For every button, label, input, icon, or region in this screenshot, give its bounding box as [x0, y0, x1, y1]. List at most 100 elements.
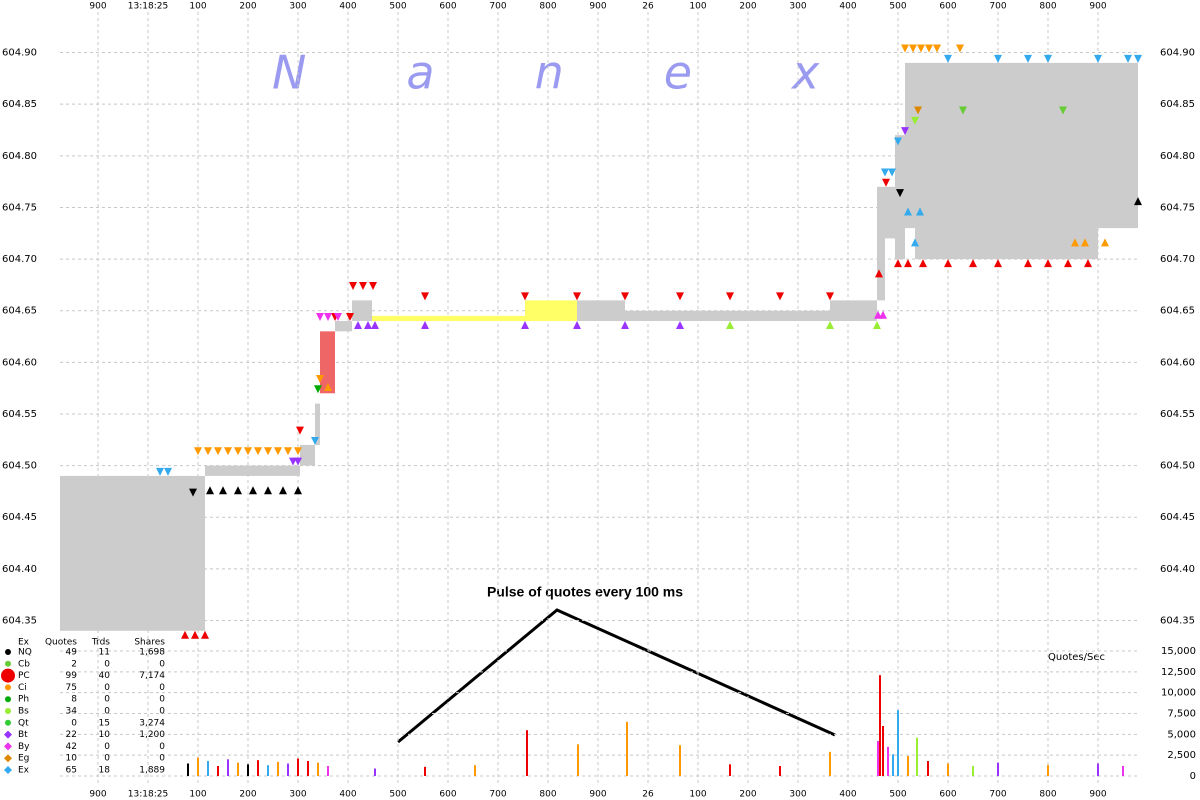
- rate-bar: [907, 756, 909, 776]
- y-tick-label-right: 604.75: [1160, 202, 1195, 213]
- x-tick-label-top: 500: [389, 2, 406, 12]
- nbbo-spread: [372, 315, 525, 322]
- y2-tick-label: 5,000: [1167, 729, 1196, 740]
- y-tick-label-right: 604.80: [1160, 151, 1195, 162]
- quote-marker: [234, 447, 242, 456]
- rate-bar: [247, 764, 249, 776]
- quote-marker: [294, 457, 302, 466]
- quote-marker: [214, 447, 222, 456]
- legend-quotes: 75: [66, 683, 77, 693]
- legend-quotes: 2: [71, 659, 77, 669]
- x-tick-label-bottom: 200: [239, 790, 256, 800]
- legend-marker: [4, 742, 12, 751]
- nbbo-spread: [905, 62, 915, 229]
- x-tick-label-bottom: 300: [789, 790, 806, 800]
- x-tick-label-bottom: 13:18:25: [128, 790, 168, 800]
- rate-bar: [577, 744, 579, 776]
- quote-marker: [881, 168, 889, 177]
- x-tick-label-top: 700: [489, 2, 506, 12]
- y-tick-label-right: 604.85: [1160, 99, 1195, 110]
- quote-marker: [421, 292, 429, 301]
- quote-marker: [944, 259, 952, 268]
- quote-marker: [888, 168, 896, 177]
- x-tick-label-top: 200: [739, 2, 756, 12]
- y-tick-label-right: 604.45: [1160, 512, 1195, 523]
- nbbo-spread: [1098, 62, 1138, 229]
- y-tick-label-right: 604.70: [1160, 254, 1195, 265]
- y-tick-label: 604.65: [2, 306, 37, 317]
- x-tick-label-top: 800: [1039, 2, 1056, 12]
- x-tick-label-top: 700: [989, 2, 1006, 12]
- y-tick-label: 604.85: [2, 99, 37, 110]
- x-tick-label-top: 900: [89, 2, 106, 12]
- quote-marker: [911, 116, 919, 125]
- x-tick-label-bottom: 300: [289, 790, 306, 800]
- legend-trades: 0: [104, 695, 110, 705]
- quote-marker: [1081, 238, 1089, 247]
- x-tick-label-bottom: 900: [1089, 790, 1106, 800]
- quote-marker: [573, 292, 581, 301]
- legend-marker: [1, 668, 15, 683]
- legend-shares: 0: [159, 754, 165, 764]
- nbbo-spread: [577, 300, 625, 322]
- y2-tick-label: 15,000: [1161, 646, 1196, 657]
- legend-name: Qt: [18, 718, 29, 728]
- legend-name: By: [18, 742, 30, 752]
- y2-tick-label: 10,000: [1161, 688, 1196, 699]
- quote-marker: [879, 310, 887, 319]
- legend-shares: 1,698: [139, 648, 165, 658]
- nbbo-spread: [300, 444, 315, 466]
- quote-marker: [917, 44, 925, 53]
- quote-marker: [156, 467, 164, 476]
- legend-trades: 15: [99, 718, 110, 728]
- x-tick-label-top: 26: [642, 2, 654, 12]
- quote-marker: [1134, 54, 1142, 63]
- quote-marker: [249, 486, 257, 495]
- rate-bar: [217, 766, 219, 776]
- legend-shares: 1,200: [139, 730, 165, 740]
- legend-shares: 0: [159, 695, 165, 705]
- quote-marker: [1134, 197, 1142, 206]
- quote-marker: [274, 447, 282, 456]
- quote-marker: [369, 282, 377, 291]
- legend-marker: [4, 754, 12, 763]
- quote-marker: [1064, 259, 1072, 268]
- nbbo-spread: [877, 186, 885, 301]
- quote-marker: [726, 321, 734, 330]
- nbbo-spread: [525, 300, 577, 322]
- x-tick-label-bottom: 900: [89, 790, 106, 800]
- x-tick-label-top: 200: [239, 2, 256, 12]
- y-tick-label: 604.70: [2, 254, 37, 265]
- quote-marker: [911, 238, 919, 247]
- x-tick-label-top: 400: [339, 2, 356, 12]
- x-tick-label-top: 300: [789, 2, 806, 12]
- quote-marker: [621, 292, 629, 301]
- quote-marker: [896, 189, 904, 198]
- rate-bar: [227, 759, 229, 776]
- legend-quotes: 99: [66, 671, 78, 681]
- quote-marker: [254, 447, 262, 456]
- legend-name: PC: [18, 671, 30, 681]
- legend-marker: [4, 766, 12, 774]
- quote-marker: [909, 44, 917, 53]
- x-tick-label-top: 100: [189, 2, 206, 12]
- quote-marker: [324, 382, 332, 391]
- legend-name: Bs: [18, 707, 29, 717]
- legend-trades: 18: [99, 766, 111, 776]
- nbbo-spread: [830, 300, 877, 322]
- rate-bar: [829, 751, 831, 776]
- rate-bar: [327, 766, 329, 776]
- legend-trades: 0: [104, 659, 110, 669]
- quote-marker: [826, 321, 834, 330]
- x-tick-label-bottom: 100: [189, 790, 206, 800]
- y-tick-label: 604.40: [2, 564, 37, 575]
- x-tick-label-bottom: 900: [589, 790, 606, 800]
- y2-tick-label: 2,500: [1167, 750, 1196, 761]
- y-tick-label: 604.50: [2, 461, 37, 472]
- quote-marker: [206, 486, 214, 495]
- quote-marker: [219, 486, 227, 495]
- rate-bar: [424, 766, 426, 776]
- quote-marker: [264, 447, 272, 456]
- quote-marker: [324, 313, 332, 322]
